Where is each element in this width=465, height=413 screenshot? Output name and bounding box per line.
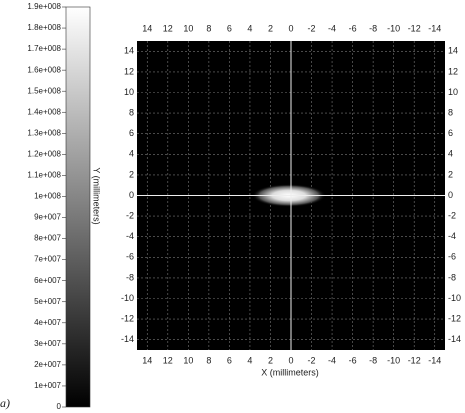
colorbar-tick-label: 2e+007 xyxy=(34,360,61,369)
y-tick-label: 12 xyxy=(124,66,134,76)
x-tick-label: 8 xyxy=(206,355,211,365)
x-tick-label: -6 xyxy=(349,355,357,365)
colorbar-tick-label: 1.5e+008 xyxy=(27,86,61,95)
colorbar-tick-label: 1.7e+008 xyxy=(27,44,61,53)
x-axis-label: X (millimeters) xyxy=(261,367,319,377)
y-tick-label: 8 xyxy=(129,107,134,117)
x-tick-label: 4 xyxy=(247,23,252,33)
x-tick-label: -2 xyxy=(308,23,316,33)
x-tick-label: 6 xyxy=(227,23,232,33)
y-tick-label: 2 xyxy=(129,169,134,179)
y-tick-label: 0 xyxy=(129,190,134,200)
y-tick-label: -4 xyxy=(126,231,134,241)
x-tick-label: -2 xyxy=(308,355,316,365)
x-tick-label: -4 xyxy=(328,23,336,33)
y-tick-label: -4 xyxy=(448,231,456,241)
colorbar-tick-label: 1.8e+008 xyxy=(27,23,61,32)
x-tick-label: 0 xyxy=(288,23,293,33)
y-tick-label: -12 xyxy=(121,313,134,323)
x-tick-label: -12 xyxy=(408,23,421,33)
y-tick-label: -8 xyxy=(448,272,456,282)
x-tick-label: -10 xyxy=(387,355,400,365)
y-tick-label: 0 xyxy=(448,190,453,200)
colorbar-tick-label: 1.2e+008 xyxy=(27,149,61,158)
x-tick-label: -14 xyxy=(428,23,441,33)
panel-label: a) xyxy=(0,396,10,410)
y-axis-label: Y (millimeters) xyxy=(92,167,102,224)
colorbar-tick-label: 1e+008 xyxy=(34,192,61,201)
colorbar-tick-label: 1.1e+008 xyxy=(27,171,61,180)
x-tick-label: 14 xyxy=(142,355,152,365)
y-tick-label: -14 xyxy=(121,334,134,344)
y-tick-label: 6 xyxy=(129,128,134,138)
colorbar-tick-label: 1e+007 xyxy=(34,381,61,390)
colorbar-tick-label: 1.3e+008 xyxy=(27,128,61,137)
colorbar-tick-label: 9e+007 xyxy=(34,213,61,222)
colorbar-tick-label: 6e+007 xyxy=(34,276,61,285)
colorbar-tick-label: 8e+007 xyxy=(34,234,61,243)
y-tick-label: 14 xyxy=(448,46,458,56)
colorbar-tick-label: 5e+007 xyxy=(34,297,61,306)
colorbar-tick-label: 1.9e+008 xyxy=(27,2,61,11)
y-tick-label: 4 xyxy=(448,149,453,159)
y-tick-label: -10 xyxy=(448,293,461,303)
y-tick-label: -2 xyxy=(448,210,456,220)
x-tick-label: 2 xyxy=(268,23,273,33)
x-tick-label: -4 xyxy=(328,355,336,365)
y-tick-label: -10 xyxy=(121,293,134,303)
x-tick-label: -14 xyxy=(428,355,441,365)
x-tick-label: 12 xyxy=(163,23,173,33)
colorbar-tick-label: 4e+007 xyxy=(34,318,61,327)
x-tick-label: 2 xyxy=(268,355,273,365)
x-tick-label: -12 xyxy=(408,355,421,365)
x-tick-label: 0 xyxy=(288,355,293,365)
x-tick-label: 10 xyxy=(183,23,193,33)
y-tick-label: 2 xyxy=(448,169,453,179)
y-tick-label: 8 xyxy=(448,107,453,117)
y-tick-label: -6 xyxy=(126,252,134,262)
colorbar-tick-label: 0 xyxy=(57,402,62,411)
y-tick-label: -8 xyxy=(126,272,134,282)
y-tick-label: 10 xyxy=(124,87,134,97)
colorbar-tick-label: 1.6e+008 xyxy=(27,65,61,74)
x-tick-label: 14 xyxy=(142,23,152,33)
y-tick-label: -12 xyxy=(448,313,461,323)
y-tick-label: -6 xyxy=(448,252,456,262)
colorbar-tick-label: 1.4e+008 xyxy=(27,107,61,116)
colorbar-tick-label: 3e+007 xyxy=(34,339,61,348)
x-tick-label: 10 xyxy=(183,355,193,365)
y-tick-label: 14 xyxy=(124,46,134,56)
y-tick-label: 6 xyxy=(448,128,453,138)
colorbar xyxy=(65,6,91,408)
y-tick-label: 10 xyxy=(448,87,458,97)
x-tick-label: 12 xyxy=(163,355,173,365)
x-tick-label: 6 xyxy=(227,355,232,365)
x-tick-label: -6 xyxy=(349,23,357,33)
x-tick-label: -8 xyxy=(369,355,377,365)
x-tick-label: 8 xyxy=(206,23,211,33)
y-tick-label: 12 xyxy=(448,66,458,76)
y-tick-label: -2 xyxy=(126,210,134,220)
y-tick-label: 4 xyxy=(129,149,134,159)
colorbar-tick-label: 7e+007 xyxy=(34,255,61,264)
x-tick-label: 4 xyxy=(247,355,252,365)
y-tick-label: -14 xyxy=(448,334,461,344)
x-tick-label: -8 xyxy=(369,23,377,33)
x-tick-label: -10 xyxy=(387,23,400,33)
